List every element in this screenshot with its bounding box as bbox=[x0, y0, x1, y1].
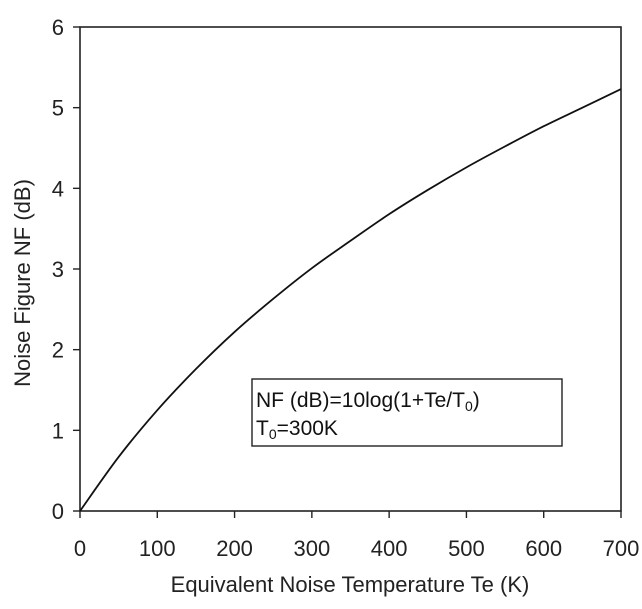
plot-frame bbox=[79, 26, 622, 512]
x-tick-label-2: 200 bbox=[216, 536, 253, 561]
y-tick-label-6: 6 bbox=[52, 15, 64, 40]
formula-line-1-main: NF (dB)=10log(1+Te/T bbox=[256, 389, 465, 412]
y-tick-label-4: 4 bbox=[52, 176, 64, 201]
y-tick-label-5: 5 bbox=[52, 96, 64, 121]
y-tick-label-2: 2 bbox=[52, 338, 64, 363]
y-tick-label-1: 1 bbox=[52, 418, 64, 443]
y-axis-title: Noise Figure NF (dB) bbox=[10, 179, 35, 387]
formula-line-1-subscript: 0 bbox=[465, 398, 473, 414]
formula-line-2: T0=300K bbox=[256, 417, 338, 442]
formula-line-2-main: T bbox=[256, 417, 269, 440]
formula-line-1-end: ) bbox=[473, 389, 480, 412]
formula-box bbox=[251, 378, 563, 447]
x-tick-label-3: 300 bbox=[293, 536, 330, 561]
x-tick-label-5: 500 bbox=[448, 536, 485, 561]
x-tick-label-6: 600 bbox=[525, 536, 562, 561]
noise-figure-curve bbox=[79, 88, 622, 512]
y-tick-label-0: 0 bbox=[52, 499, 64, 524]
x-tick-label-4: 400 bbox=[371, 536, 408, 561]
y-tick-label-3: 3 bbox=[52, 257, 64, 282]
formula-annotation: NF (dB)=10log(1+Te/T0) T0=300K bbox=[251, 378, 563, 447]
formula-line-1: NF (dB)=10log(1+Te/T0) bbox=[256, 389, 480, 414]
x-tick-label-0: 0 bbox=[74, 536, 86, 561]
x-axis-title: Equivalent Noise Temperature Te (K) bbox=[171, 572, 530, 597]
formula-line-2-subscript: 0 bbox=[269, 426, 277, 442]
x-tick-label-7: 700 bbox=[603, 536, 640, 561]
x-tick-label-1: 100 bbox=[139, 536, 176, 561]
formula-line-2-end: =300K bbox=[277, 417, 338, 440]
